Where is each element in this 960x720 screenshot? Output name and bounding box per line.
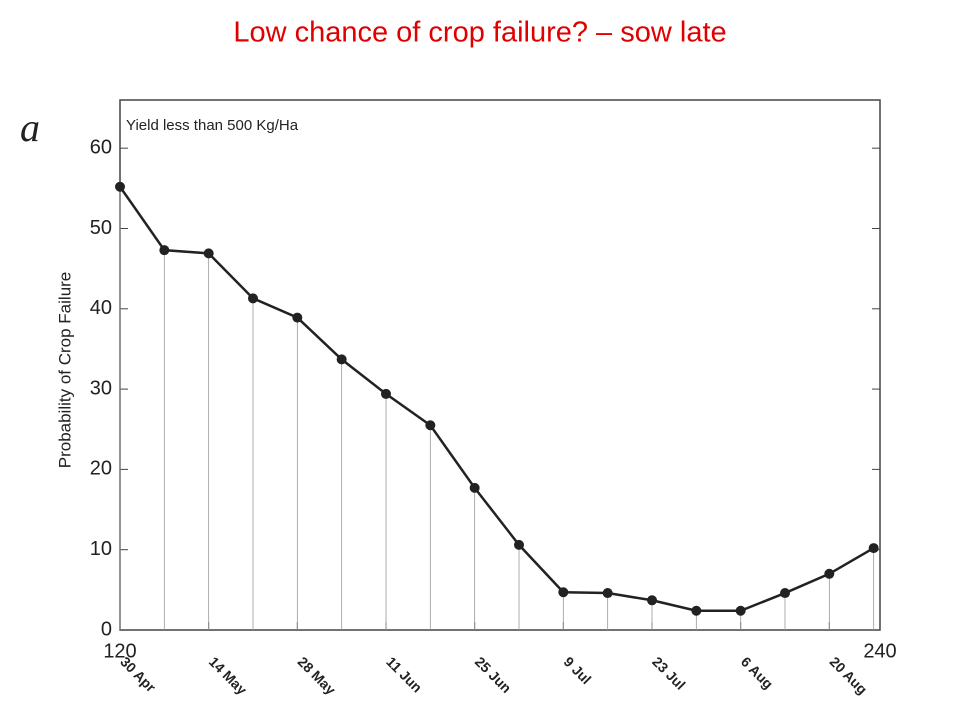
x-tick-label: 6 Aug — [738, 653, 776, 691]
data-point — [115, 181, 125, 192]
data-point — [469, 482, 480, 493]
slide-title: Low chance of crop failure? – sow late — [233, 17, 726, 49]
data-point — [381, 388, 391, 399]
data-point — [780, 588, 790, 599]
x-tick-label: 30 Apr — [117, 653, 159, 695]
data-point — [558, 587, 569, 598]
data-point — [425, 420, 436, 431]
x-tick-label: 25 Jun — [472, 653, 515, 696]
data-point — [336, 354, 347, 365]
x-tick-label: 9 Jul — [561, 653, 595, 687]
data-point — [203, 248, 214, 259]
data-point — [514, 539, 524, 550]
data-point — [691, 605, 702, 616]
y-tick-label: 10 — [90, 538, 112, 560]
x-end-label: 120 — [103, 640, 136, 662]
y-tick-label: 0 — [101, 618, 112, 640]
y-tick-label: 60 — [90, 136, 112, 158]
annotation: Yield less than 500 Kg/Ha — [126, 117, 299, 134]
data-point — [735, 605, 746, 616]
y-tick-label: 30 — [90, 377, 112, 399]
data-point — [159, 245, 170, 256]
x-tick-label: 14 May — [206, 653, 250, 697]
data-point — [824, 568, 835, 579]
data-point — [868, 543, 879, 554]
data-point — [602, 588, 613, 599]
data-point — [248, 293, 258, 304]
plot-frame — [119, 99, 881, 631]
y-tick-label: 20 — [90, 458, 112, 480]
y-tick-label: 50 — [90, 217, 112, 239]
data-point — [647, 595, 657, 606]
y-axis-label: Probability of Crop Failure — [55, 272, 74, 469]
data-point — [292, 312, 303, 323]
x-tick-label: 23 Jul — [649, 653, 688, 692]
data-line — [118, 186, 875, 612]
panel-label: a — [20, 105, 40, 150]
x-tick-label: 28 May — [295, 653, 339, 697]
x-tick-label: 11 Jun — [383, 653, 425, 695]
y-tick-label: 40 — [90, 297, 112, 319]
x-end-label: 240 — [863, 640, 896, 662]
